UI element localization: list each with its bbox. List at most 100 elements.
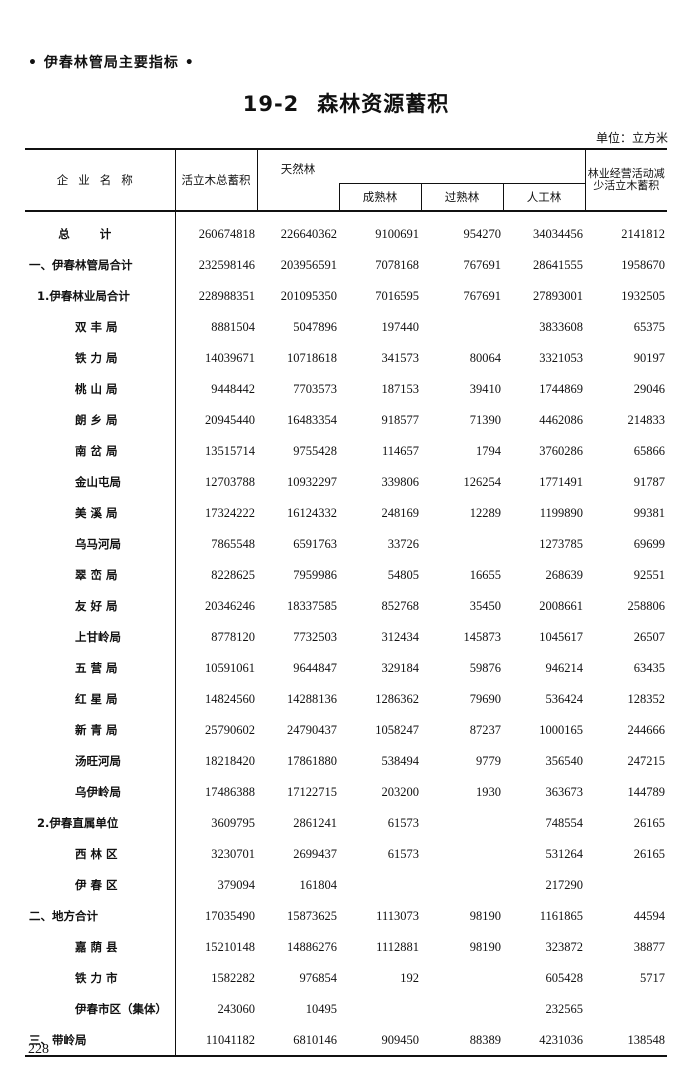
cell-value: 63435 [633, 660, 666, 675]
row-name: 美 溪 局 [75, 505, 118, 520]
header-mature: 成熟林 [338, 183, 421, 211]
table-row: 嘉 荫 县 15210148 14886276 1112881 98190 323872 3… [25, 931, 667, 962]
cell-value: 3760286 [539, 443, 584, 458]
cell-value: 24790437 [287, 722, 337, 737]
cell-value: 312434 [381, 629, 420, 644]
cell-value: 1199890 [539, 505, 584, 520]
cell-value: 918577 [381, 412, 420, 427]
cell-value: 1000165 [539, 722, 584, 737]
cell-value: 34034456 [533, 226, 584, 241]
cell-value: 1112881 [376, 939, 419, 954]
row-name: 翠 峦 局 [75, 567, 118, 582]
cell-value: 20945440 [174, 404, 257, 435]
cell-value: 6591763 [293, 536, 337, 551]
table-row: 友 好 局 20346246 18337585 852768 35450 2008661 2… [25, 590, 667, 621]
cell-value: 16124332 [287, 505, 337, 520]
cell-value: 248169 [381, 505, 420, 520]
cell-value: 5047896 [293, 319, 337, 334]
cell-value: 244666 [627, 722, 666, 737]
cell-value: 363673 [545, 784, 584, 799]
cell-value: 71390 [469, 412, 501, 427]
cell-value: 7703573 [293, 381, 337, 396]
cell-value: 26165 [633, 846, 666, 861]
cell-value: 15210148 [174, 931, 257, 962]
cell-value: 69699 [633, 536, 666, 551]
row-name: 桃 山 局 [75, 381, 118, 396]
cell-value: 6810146 [293, 1032, 337, 1047]
cell-value: 10495 [305, 1001, 337, 1016]
row-name: 铁 力 市 [75, 970, 118, 985]
cell-value [421, 962, 503, 993]
cell-value: 10591061 [174, 652, 257, 683]
cell-value: 20346246 [174, 590, 257, 621]
row-name: 乌马河局 [75, 536, 121, 551]
cell-value: 35450 [469, 598, 501, 613]
cell-value: 258806 [627, 598, 666, 613]
header-spacer [339, 149, 585, 184]
cell-value: 9644847 [293, 660, 337, 675]
cell-value: 852768 [381, 598, 420, 613]
cell-value: 1058247 [375, 722, 419, 737]
cell-value: 17122715 [287, 784, 337, 799]
cell-value: 767691 [463, 257, 502, 272]
header-planted: 人工林 [502, 183, 586, 211]
cell-value: 217290 [545, 877, 584, 892]
cell-value: 2861241 [293, 815, 337, 830]
table-row: 朗 乡 局 20945440 16483354 918577 71390 4462086 2… [25, 404, 667, 435]
row-name: 铁 力 局 [75, 350, 118, 365]
cell-value: 228988351 [174, 280, 257, 311]
table-title: 森林资源蓄积 [317, 92, 450, 116]
running-head: • 伊春林管局主要指标 • [28, 55, 195, 71]
cell-value: 203200 [381, 784, 420, 799]
cell-value: 4231036 [539, 1032, 584, 1047]
row-name: 伊 春 区 [75, 877, 118, 892]
cell-value: 54805 [387, 567, 419, 582]
cell-value: 1273785 [539, 536, 584, 551]
forest-stock-table: 企业名称 活立木总蓄积 天然林 林业经营活动减少活立木蓄积 成熟林 过熟林 人工… [25, 148, 668, 1057]
cell-value: 65375 [633, 319, 666, 334]
cell-value: 98190 [469, 939, 501, 954]
cell-value: 214833 [627, 412, 666, 427]
cell-value: 114657 [381, 443, 419, 458]
table-row: 二、地方合计 17035490 15873625 1113073 98190 116186… [25, 900, 667, 931]
cell-value: 25790602 [174, 714, 257, 745]
page-number: 228 [28, 1042, 49, 1057]
table-row: 伊 春 区 379094 161804 217290 [25, 869, 667, 900]
table-row: 一、伊春林管局合计 232598146 203956591 7078168 767691… [25, 249, 667, 280]
row-name: 总计 [58, 226, 142, 241]
cell-value: 1045617 [539, 629, 584, 644]
cell-value [339, 869, 421, 900]
cell-value: 9100691 [375, 226, 419, 241]
cell-value: 79690 [469, 691, 501, 706]
unit-label: 单位：立方米 [595, 131, 668, 145]
table-row: 翠 峦 局 8228625 7959986 54805 16655 268639 92551 [25, 559, 667, 590]
cell-value: 26165 [633, 815, 666, 830]
cell-value: 1930 [476, 784, 501, 799]
cell-value: 5717 [640, 970, 666, 985]
cell-value: 44594 [633, 908, 666, 923]
cell-value: 243060 [174, 993, 257, 1024]
cell-value: 1958670 [621, 257, 666, 272]
cell-value: 3230701 [174, 838, 257, 869]
cell-value: 531264 [545, 846, 584, 861]
table-row: 2.伊春直属单位 3609795 2861241 61573 748554 26165 [25, 807, 667, 838]
cell-value: 7865548 [174, 528, 257, 559]
cell-value [421, 528, 503, 559]
cell-value: 7016595 [375, 288, 419, 303]
cell-value: 17486388 [174, 776, 257, 807]
cell-value: 38877 [633, 939, 666, 954]
cell-value: 7732503 [293, 629, 337, 644]
cell-value: 3609795 [174, 807, 257, 838]
cell-value: 3321053 [539, 350, 584, 365]
cell-value: 201095350 [280, 288, 337, 303]
cell-value: 4462086 [539, 412, 584, 427]
row-name: 汤旺河局 [75, 753, 121, 768]
cell-value [421, 869, 503, 900]
cell-value: 12289 [469, 505, 501, 520]
cell-value: 767691 [463, 288, 502, 303]
cell-value: 3833608 [539, 319, 584, 334]
cell-value: 260674818 [174, 211, 257, 249]
table-row: 铁 力 局 14039671 10718618 341573 80064 3321053 9… [25, 342, 667, 373]
cell-value: 339806 [381, 474, 420, 489]
cell-value: 161804 [299, 877, 338, 892]
